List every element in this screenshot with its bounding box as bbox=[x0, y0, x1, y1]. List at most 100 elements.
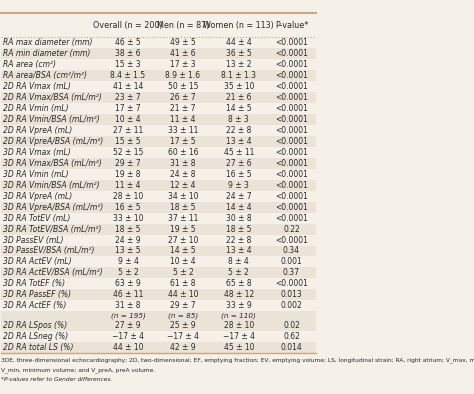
Bar bbox=[1, 279, 316, 289]
Text: 2D RA LSpos (%): 2D RA LSpos (%) bbox=[3, 321, 67, 330]
Text: <0.0001: <0.0001 bbox=[275, 71, 308, 80]
Text: 17 ± 3: 17 ± 3 bbox=[170, 60, 196, 69]
Text: 10 ± 4: 10 ± 4 bbox=[115, 115, 141, 124]
Text: 3D RA TotEV/BSA (mL/m²): 3D RA TotEV/BSA (mL/m²) bbox=[3, 225, 101, 234]
Bar bbox=[1, 224, 316, 234]
Text: 60 ± 16: 60 ± 16 bbox=[168, 148, 198, 157]
Bar bbox=[1, 147, 316, 158]
Text: 27 ± 9: 27 ± 9 bbox=[115, 321, 141, 330]
Text: 17 ± 5: 17 ± 5 bbox=[170, 137, 196, 146]
Text: 12 ± 4: 12 ± 4 bbox=[170, 181, 196, 190]
Text: 9 ± 4: 9 ± 4 bbox=[118, 257, 138, 266]
Text: <0.0001: <0.0001 bbox=[275, 192, 308, 201]
Text: 13 ± 4: 13 ± 4 bbox=[226, 247, 252, 255]
Text: −17 ± 4: −17 ± 4 bbox=[112, 332, 144, 341]
Bar bbox=[1, 289, 316, 300]
Text: 33 ± 10: 33 ± 10 bbox=[113, 214, 143, 223]
Text: 45 ± 11: 45 ± 11 bbox=[224, 148, 254, 157]
Text: 14 ± 4: 14 ± 4 bbox=[226, 203, 252, 212]
Text: 5 ± 2: 5 ± 2 bbox=[173, 268, 193, 277]
Text: 2D RA total LS (%): 2D RA total LS (%) bbox=[3, 343, 73, 352]
Text: 3D RA ActEF (%): 3D RA ActEF (%) bbox=[3, 301, 66, 310]
Text: 8 ± 4: 8 ± 4 bbox=[228, 257, 249, 266]
Bar bbox=[1, 256, 316, 268]
Text: 19 ± 8: 19 ± 8 bbox=[115, 170, 141, 179]
Bar bbox=[1, 311, 316, 320]
Text: 3D RA VpreA/BSA (mL/m²): 3D RA VpreA/BSA (mL/m²) bbox=[3, 203, 103, 212]
Text: RA min diameter (mm): RA min diameter (mm) bbox=[3, 49, 91, 58]
Text: 29 ± 7: 29 ± 7 bbox=[115, 159, 141, 168]
Text: 63 ± 9: 63 ± 9 bbox=[115, 279, 141, 288]
Text: <0.0001: <0.0001 bbox=[275, 104, 308, 113]
Text: <0.0001: <0.0001 bbox=[275, 181, 308, 190]
Text: 11 ± 4: 11 ± 4 bbox=[115, 181, 141, 190]
Bar bbox=[1, 245, 316, 256]
Bar bbox=[1, 180, 316, 191]
Bar bbox=[1, 59, 316, 70]
Text: 14 ± 5: 14 ± 5 bbox=[170, 247, 196, 255]
Text: 27 ± 11: 27 ± 11 bbox=[113, 126, 143, 135]
Text: 28 ± 10: 28 ± 10 bbox=[113, 192, 143, 201]
Text: 13 ± 2: 13 ± 2 bbox=[226, 60, 252, 69]
Text: <0.0001: <0.0001 bbox=[275, 236, 308, 245]
Text: RA area (cm²): RA area (cm²) bbox=[3, 60, 56, 69]
Text: 44 ± 4: 44 ± 4 bbox=[226, 38, 252, 47]
Text: 2D RA VpreA/BSA (mL/m²): 2D RA VpreA/BSA (mL/m²) bbox=[3, 137, 103, 146]
Text: <0.0001: <0.0001 bbox=[275, 170, 308, 179]
Text: 50 ± 15: 50 ± 15 bbox=[168, 82, 198, 91]
Text: 3D RA TotEV (mL): 3D RA TotEV (mL) bbox=[3, 214, 70, 223]
Text: Overall (n = 200): Overall (n = 200) bbox=[93, 21, 163, 30]
Text: 31 ± 8: 31 ± 8 bbox=[115, 301, 141, 310]
Text: 0.001: 0.001 bbox=[281, 257, 302, 266]
Text: Men (n = 87): Men (n = 87) bbox=[157, 21, 209, 30]
Text: RA area/BSA (cm²/m²): RA area/BSA (cm²/m²) bbox=[3, 71, 87, 80]
Text: 29 ± 7: 29 ± 7 bbox=[170, 301, 196, 310]
Text: 10 ± 4: 10 ± 4 bbox=[170, 257, 196, 266]
Text: 25 ± 9: 25 ± 9 bbox=[170, 321, 196, 330]
Text: 0.002: 0.002 bbox=[281, 301, 302, 310]
Text: <0.0001: <0.0001 bbox=[275, 60, 308, 69]
Text: 46 ± 5: 46 ± 5 bbox=[115, 38, 141, 47]
Text: 3D PassEV/BSA (mL/m²): 3D PassEV/BSA (mL/m²) bbox=[3, 247, 94, 255]
Text: 37 ± 11: 37 ± 11 bbox=[168, 214, 198, 223]
Text: 21 ± 6: 21 ± 6 bbox=[226, 93, 252, 102]
Text: 18 ± 5: 18 ± 5 bbox=[115, 225, 141, 234]
Text: 24 ± 9: 24 ± 9 bbox=[115, 236, 141, 245]
Text: 18 ± 5: 18 ± 5 bbox=[226, 225, 252, 234]
Text: <0.0001: <0.0001 bbox=[275, 82, 308, 91]
Bar bbox=[1, 70, 316, 81]
Text: 46 ± 11: 46 ± 11 bbox=[113, 290, 143, 299]
Text: 2D RA VpreA (mL): 2D RA VpreA (mL) bbox=[3, 126, 72, 135]
Text: 0.013: 0.013 bbox=[281, 290, 302, 299]
Bar bbox=[1, 103, 316, 114]
Bar bbox=[1, 234, 316, 245]
Text: 17 ± 7: 17 ± 7 bbox=[115, 104, 141, 113]
Bar bbox=[1, 268, 316, 279]
Bar bbox=[1, 213, 316, 224]
Text: <0.0001: <0.0001 bbox=[275, 214, 308, 223]
Text: 0.22: 0.22 bbox=[283, 225, 300, 234]
Text: 2D RA LSneg (%): 2D RA LSneg (%) bbox=[3, 332, 68, 341]
Text: 28 ± 10: 28 ± 10 bbox=[224, 321, 254, 330]
Text: 0.62: 0.62 bbox=[283, 332, 300, 341]
Text: 42 ± 9: 42 ± 9 bbox=[170, 343, 196, 352]
Text: 22 ± 8: 22 ± 8 bbox=[226, 236, 252, 245]
Text: *P-values refer to Gender differences.: *P-values refer to Gender differences. bbox=[1, 377, 113, 382]
Text: 16 ± 5: 16 ± 5 bbox=[226, 170, 252, 179]
Text: 3D RA ActEV (mL): 3D RA ActEV (mL) bbox=[3, 257, 72, 266]
Text: 45 ± 10: 45 ± 10 bbox=[224, 343, 254, 352]
Text: 2D RA Vmin (mL): 2D RA Vmin (mL) bbox=[3, 104, 69, 113]
Text: 26 ± 7: 26 ± 7 bbox=[170, 93, 196, 102]
Text: 3D RA VpreA (mL): 3D RA VpreA (mL) bbox=[3, 192, 72, 201]
Bar bbox=[1, 37, 316, 48]
Text: 3D RA Vmin/BSA (mL/m²): 3D RA Vmin/BSA (mL/m²) bbox=[3, 181, 100, 190]
Text: 3DE, three-dimensional echocardiography; 2D, two-dimensional; EF, emptying fract: 3DE, three-dimensional echocardiography;… bbox=[1, 357, 474, 363]
Text: 38 ± 6: 38 ± 6 bbox=[115, 49, 141, 58]
Bar bbox=[1, 158, 316, 169]
Bar bbox=[1, 202, 316, 213]
Text: 19 ± 5: 19 ± 5 bbox=[170, 225, 196, 234]
Bar bbox=[1, 320, 316, 331]
Text: 22 ± 8: 22 ± 8 bbox=[226, 126, 252, 135]
Bar bbox=[1, 92, 316, 103]
Bar bbox=[1, 300, 316, 311]
